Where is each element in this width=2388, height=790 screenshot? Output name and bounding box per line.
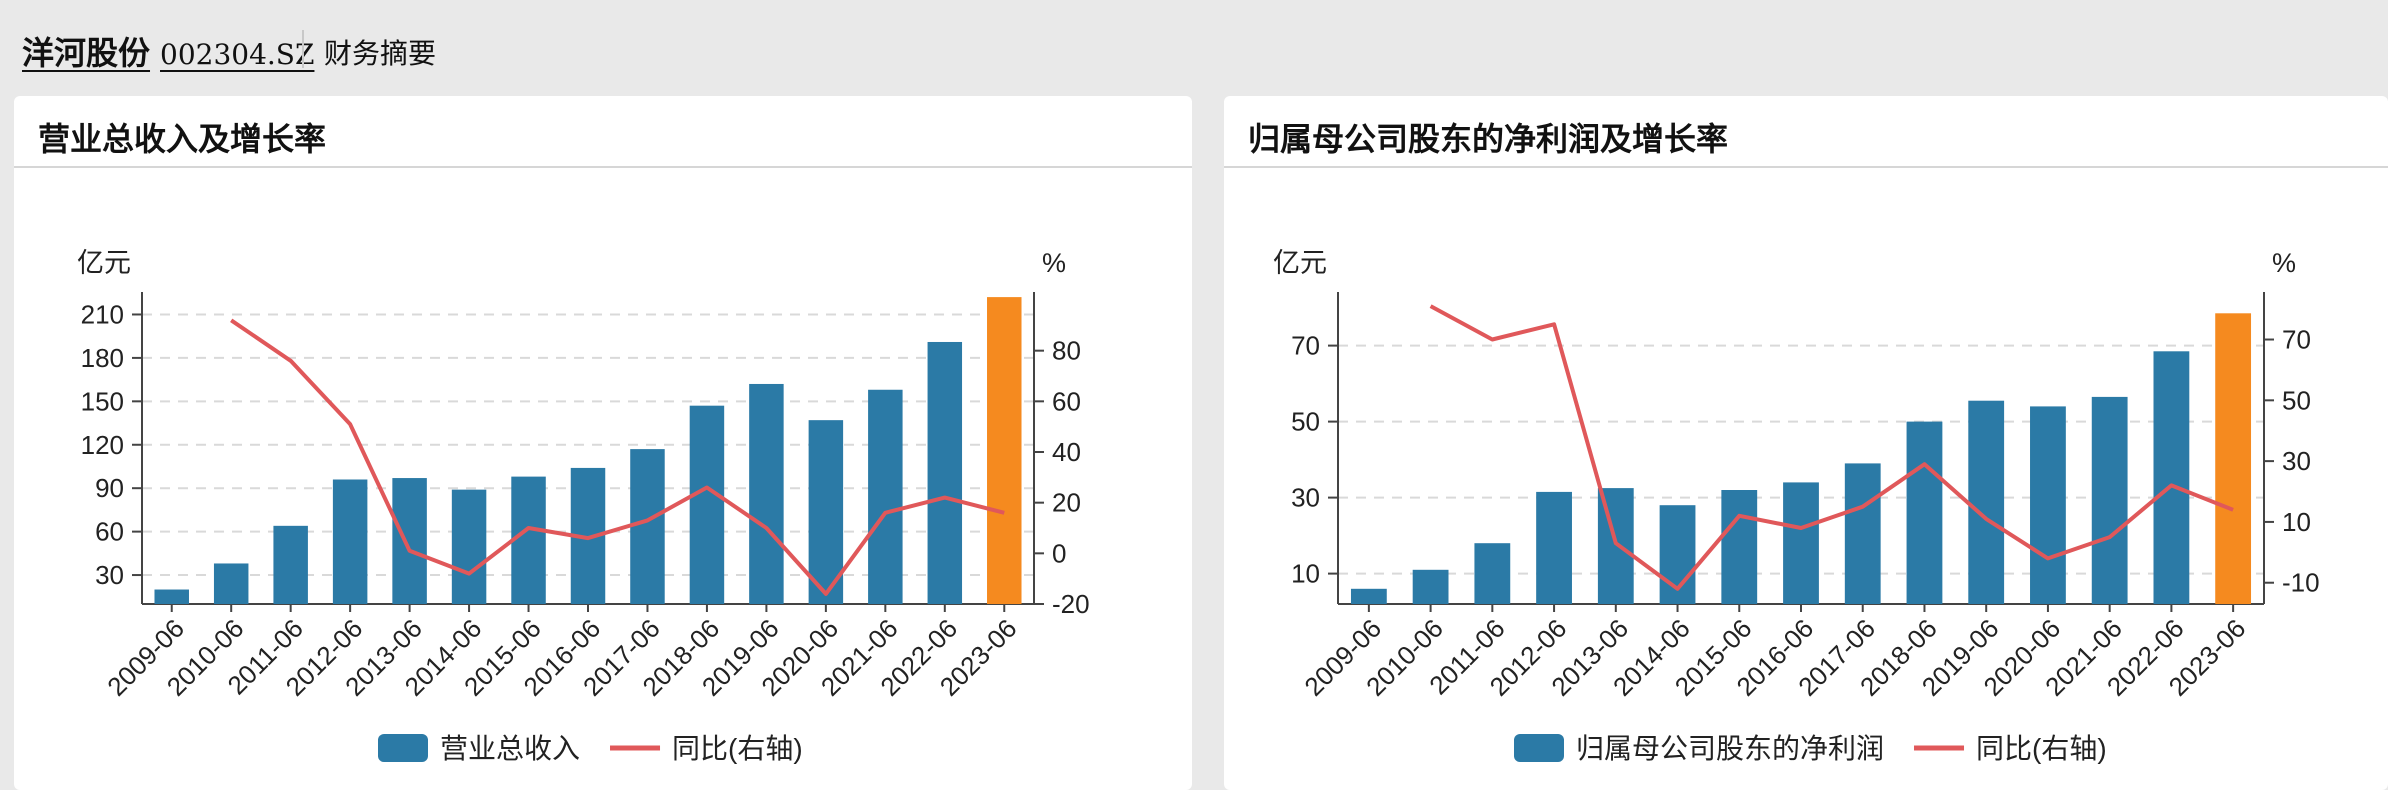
bar [1906, 421, 1943, 604]
bar [808, 420, 844, 604]
y2-tick-label: 30 [2282, 446, 2311, 476]
bar [511, 476, 546, 604]
bar [213, 563, 249, 604]
bar [451, 489, 487, 604]
legend-bar-swatch [378, 734, 428, 762]
net-profit-panel-title: 归属母公司股东的净利润及增长率 [1248, 120, 1729, 158]
bar [332, 479, 368, 604]
bar [2153, 351, 2190, 604]
bar [749, 383, 784, 604]
legend-bar-swatch [1514, 734, 1564, 762]
legend-line-label: 同比(右轴) [1976, 733, 2107, 764]
y-tick-label: 210 [81, 299, 124, 329]
panel-divider [14, 166, 1192, 168]
y-tick-label: 90 [95, 473, 124, 503]
bar [2215, 313, 2252, 604]
bar [1721, 490, 1758, 604]
legend-bar-label: 归属母公司股东的净利润 [1576, 733, 1884, 764]
y-tick-label: 50 [1291, 407, 1320, 437]
y2-tick-label: -10 [2282, 568, 2320, 598]
section-label: 财务摘要 [324, 37, 437, 70]
bar [689, 405, 725, 604]
y-axis-unit: 亿元 [1273, 248, 1327, 278]
growth-line [230, 318, 1005, 596]
y-tick-label: 70 [1291, 331, 1320, 361]
y-axis-unit: 亿元 [77, 248, 131, 278]
y2-tick-label: -20 [1052, 589, 1090, 619]
y-tick-label: 60 [95, 517, 124, 547]
bar [2091, 396, 2128, 604]
y2-tick-label: 80 [1052, 336, 1081, 366]
bar [2030, 406, 2066, 604]
legend-line-label: 同比(右轴) [672, 733, 803, 764]
y2-axis-unit: % [2272, 248, 2296, 278]
revenue-panel-title: 营业总收入及增长率 [38, 120, 327, 158]
y2-tick-label: 40 [1052, 437, 1081, 467]
bar [1844, 463, 1881, 604]
bar [1783, 482, 1819, 604]
bar [1474, 543, 1511, 604]
legend-bar-label: 营业总收入 [440, 733, 580, 764]
panel-divider [1224, 166, 2388, 168]
y-tick-label: 10 [1291, 559, 1320, 589]
stock-identity: 洋河股份 002304.SZ [22, 28, 314, 74]
growth-line [1429, 304, 2234, 591]
bar [273, 525, 308, 604]
y-tick-label: 180 [81, 343, 124, 373]
bar [392, 478, 427, 604]
y2-tick-label: 0 [1052, 538, 1066, 568]
y2-tick-label: 60 [1052, 386, 1081, 416]
y-tick-label: 150 [81, 386, 124, 416]
stock-code-link[interactable]: 002304.SZ [160, 38, 315, 71]
y2-tick-label: 10 [2282, 507, 2311, 537]
bar [154, 589, 189, 604]
bar [1412, 569, 1449, 604]
bar [1968, 400, 2005, 604]
bar [1350, 588, 1387, 604]
bar [630, 449, 665, 604]
y2-axis-unit: % [1042, 248, 1066, 278]
y2-tick-label: 70 [2282, 325, 2311, 355]
revenue-panel: 营业总收入及增长率 30 60 90 120 150 180 210 -20 0 20 40 60 80… [14, 96, 1192, 790]
bar [868, 389, 903, 604]
y-tick-label: 120 [81, 430, 124, 460]
bar [1536, 491, 1572, 604]
y-tick-label: 30 [95, 560, 124, 590]
bar [987, 297, 1022, 604]
net-profit-panel: 归属母公司股东的净利润及增长率 10 30 50 70 -10 10 30 50 70 亿元% 20… [1224, 96, 2388, 790]
y-tick-label: 30 [1291, 483, 1320, 513]
top-bar: 洋河股份 002304.SZ 财务摘要 [0, 0, 2388, 96]
header-divider [302, 30, 304, 68]
y2-tick-label: 50 [2282, 385, 2311, 415]
stock-name-link[interactable]: 洋河股份 [22, 34, 151, 72]
y2-tick-label: 20 [1052, 488, 1081, 518]
bar [927, 341, 963, 604]
